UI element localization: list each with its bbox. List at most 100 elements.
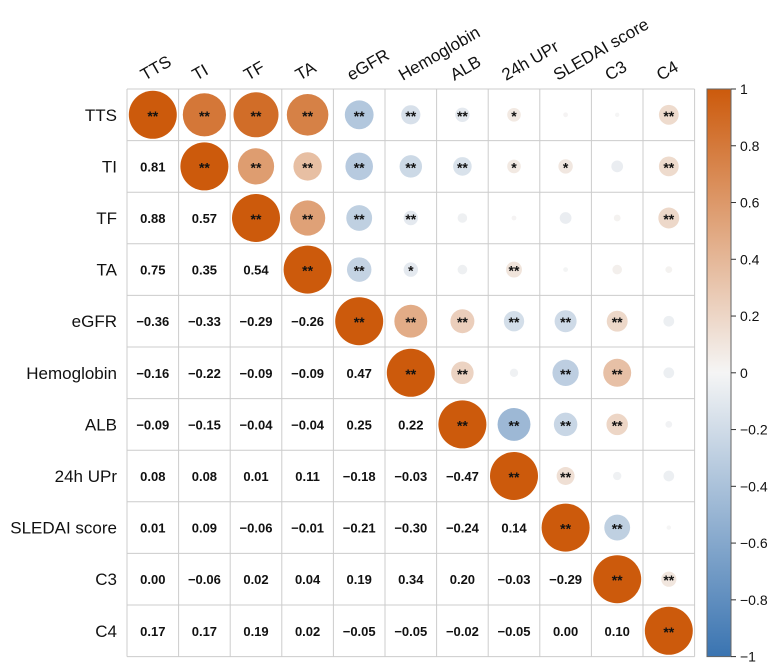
column-label: TF [241,58,268,85]
correlation-value: −0.15 [188,417,221,432]
correlation-value: −0.29 [549,572,582,587]
colorbar-tick-label: 0.6 [740,195,760,211]
correlation-value: −0.09 [240,366,273,381]
row-label: ALB [85,415,117,434]
correlation-circle [386,348,435,397]
significance-mark: ** [251,108,262,124]
correlation-circle [233,92,279,138]
correlation-circle [335,297,384,346]
correlation-value: −0.47 [446,469,479,484]
significance-mark: ** [663,159,674,175]
correlation-circle [612,264,622,275]
significance-mark: ** [147,108,158,124]
correlation-circle [180,142,229,191]
correlation-value: −0.24 [446,521,480,536]
correlation-value: −0.06 [188,572,221,587]
correlation-circle [554,310,577,333]
correlation-circle [593,555,642,604]
correlation-value: 0.14 [501,521,527,536]
correlation-circle [603,358,632,387]
correlation-circle [283,245,332,294]
colorbar-tick-label: 1 [740,81,748,97]
correlation-circle [451,361,474,385]
correlation-value: −0.22 [188,366,221,381]
colorbar-tick-label: −0.8 [740,592,768,608]
correlation-circle [665,421,673,428]
correlation-value: −0.29 [240,314,273,329]
correlation-circle [604,514,631,541]
correlation-value: 0.25 [347,417,372,432]
correlation-circle [606,310,628,332]
column-label: TA [292,57,320,84]
row-label: TI [102,157,117,176]
correlation-value: 0.08 [192,469,217,484]
correlation-value: 0.17 [140,624,165,639]
correlation-circle [556,467,575,485]
row-label: TA [97,261,118,280]
correlation-value: 0.02 [295,624,320,639]
significance-mark: ** [457,159,468,175]
significance-mark: ** [509,417,520,433]
significance-mark: ** [354,314,365,330]
correlation-circle [663,470,675,482]
correlation-value: −0.04 [291,417,325,432]
correlation-value: 0.34 [398,572,424,587]
column-label: SLEDAI score [550,15,652,85]
significance-mark: ** [612,314,623,330]
correlation-value: 0.22 [398,417,423,432]
correlation-value: 0.88 [140,211,165,226]
correlation-circle [453,157,472,176]
correlation-circle [490,452,538,500]
significance-mark: ** [302,159,313,175]
significance-mark: ** [354,159,365,175]
correlation-value: −0.26 [291,314,324,329]
colorbar-tick-label: −0.6 [740,535,768,551]
row-label: SLEDAI score [10,519,117,538]
significance-mark: ** [663,211,674,227]
significance-mark: ** [405,366,416,382]
significance-mark: ** [457,417,468,433]
row-label: C4 [95,622,117,641]
significance-mark: ** [199,159,210,175]
correlation-value: 0.01 [243,469,268,484]
correlation-circle [346,257,372,282]
significance-mark: ** [302,263,313,279]
correlation-value: 0.02 [243,572,268,587]
significance-mark: ** [457,108,468,124]
correlation-circle [182,93,226,137]
significance-mark: ** [612,572,623,588]
significance-mark: ** [509,469,520,485]
correlation-circle [403,262,418,277]
correlation-circle [506,261,522,278]
row-label: Hemoglobin [26,364,117,383]
significance-mark: ** [560,521,571,537]
correlation-circle [558,159,573,174]
significance-mark: ** [405,108,416,124]
significance-mark: ** [405,159,416,175]
significance-mark: * [511,159,517,175]
correlation-circle [507,159,521,174]
significance-mark: ** [302,211,313,227]
correlation-circle [563,267,568,272]
correlation-circle [450,309,475,334]
correlation-circle [232,194,280,242]
row-label: eGFR [72,312,117,331]
correlation-value: −0.18 [343,469,376,484]
correlation-circle [658,207,680,229]
colorbar-tick-label: 0.2 [740,308,760,324]
column-label: TTS [137,52,174,85]
significance-mark: ** [251,159,262,175]
correlation-circle [644,606,693,655]
correlation-circle [563,112,568,118]
colorbar-tick-label: 0.4 [740,251,760,267]
significance-mark: * [408,263,414,279]
significance-mark: ** [663,572,674,588]
correlation-value: 0.35 [192,263,217,278]
correlation-value: 0.75 [140,263,165,278]
correlation-circle [497,407,531,441]
correlation-circle [401,105,421,125]
correlation-value: 0.81 [140,159,165,174]
correlation-circle [606,413,628,436]
correlation-value: −0.01 [291,521,324,536]
significance-mark: * [563,159,569,175]
